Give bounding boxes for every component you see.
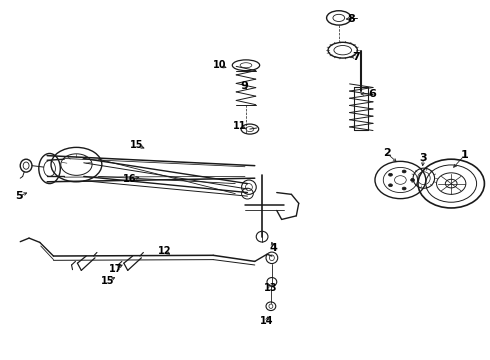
Text: 16: 16 <box>123 174 137 184</box>
Text: 14: 14 <box>260 316 274 325</box>
Text: 3: 3 <box>419 153 427 163</box>
Text: 8: 8 <box>347 14 355 24</box>
Circle shape <box>402 187 406 190</box>
Text: 6: 6 <box>368 89 376 99</box>
Text: 15: 15 <box>100 276 114 286</box>
Text: 11: 11 <box>233 121 247 131</box>
Text: 9: 9 <box>240 81 248 91</box>
Circle shape <box>389 173 392 176</box>
Text: 2: 2 <box>383 148 391 158</box>
Circle shape <box>402 170 406 173</box>
Text: 7: 7 <box>352 52 360 62</box>
Text: 10: 10 <box>213 60 226 70</box>
Circle shape <box>411 179 415 181</box>
Text: 12: 12 <box>158 246 171 256</box>
Circle shape <box>389 184 392 187</box>
Text: 1: 1 <box>461 150 469 160</box>
Text: 15: 15 <box>130 140 143 150</box>
Text: 17: 17 <box>109 264 122 274</box>
Text: 4: 4 <box>270 243 277 253</box>
Text: 5: 5 <box>16 191 23 201</box>
Text: 13: 13 <box>264 283 277 293</box>
